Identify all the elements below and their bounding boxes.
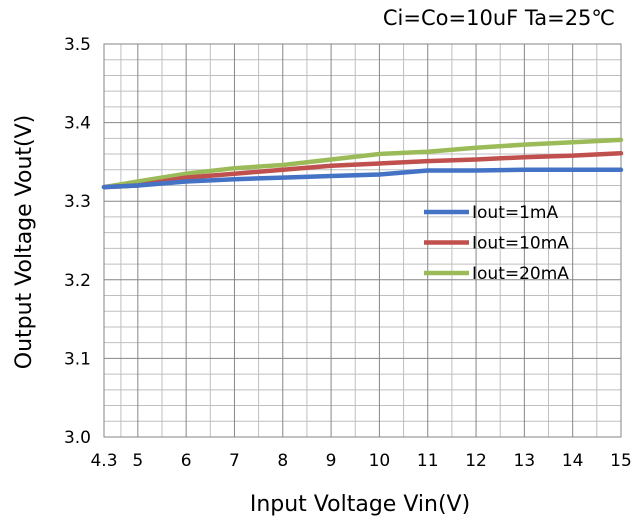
y-tick-label: 3.2 (64, 271, 91, 291)
y-tick-label: 3.0 (64, 428, 91, 448)
x-axis-title: Input Voltage Vin(V) (250, 492, 470, 517)
x-tick-label: 4.3 (90, 451, 117, 471)
x-tick-label: 6 (181, 451, 192, 471)
series-lines (104, 140, 621, 187)
y-tick-label: 3.3 (64, 192, 91, 212)
legend-label: Iout=20mA (472, 264, 569, 284)
x-tick-label: 8 (277, 451, 288, 471)
x-tick-label: 5 (132, 451, 143, 471)
y-tick-label: 3.5 (64, 35, 91, 55)
x-tick-label: 9 (326, 451, 337, 471)
x-tick-label: 13 (514, 451, 536, 471)
x-tick-label: 10 (369, 451, 391, 471)
legend-label: Iout=1mA (472, 203, 558, 223)
y-tick-label: 3.4 (64, 114, 91, 134)
y-tick-label: 3.1 (64, 349, 91, 369)
x-tick-label: 15 (610, 451, 632, 471)
y-axis-title: Output Voltage Vout(V) (12, 115, 37, 370)
x-axis-ticks: 4.3 5 6 7 8 9 10 11 12 13 14 15 (90, 451, 631, 471)
legend: Iout=1mA Iout=10mA Iout=20mA (424, 203, 569, 284)
x-tick-label: 14 (562, 451, 584, 471)
x-tick-label: 11 (417, 451, 439, 471)
y-axis-ticks: 3.0 3.1 3.2 3.3 3.4 3.5 (64, 35, 91, 448)
conditions-label: Ci=Co=10uF Ta=25℃ (383, 6, 615, 30)
x-tick-label: 7 (229, 451, 240, 471)
legend-label: Iout=10mA (472, 234, 569, 254)
x-tick-label: 12 (465, 451, 487, 471)
